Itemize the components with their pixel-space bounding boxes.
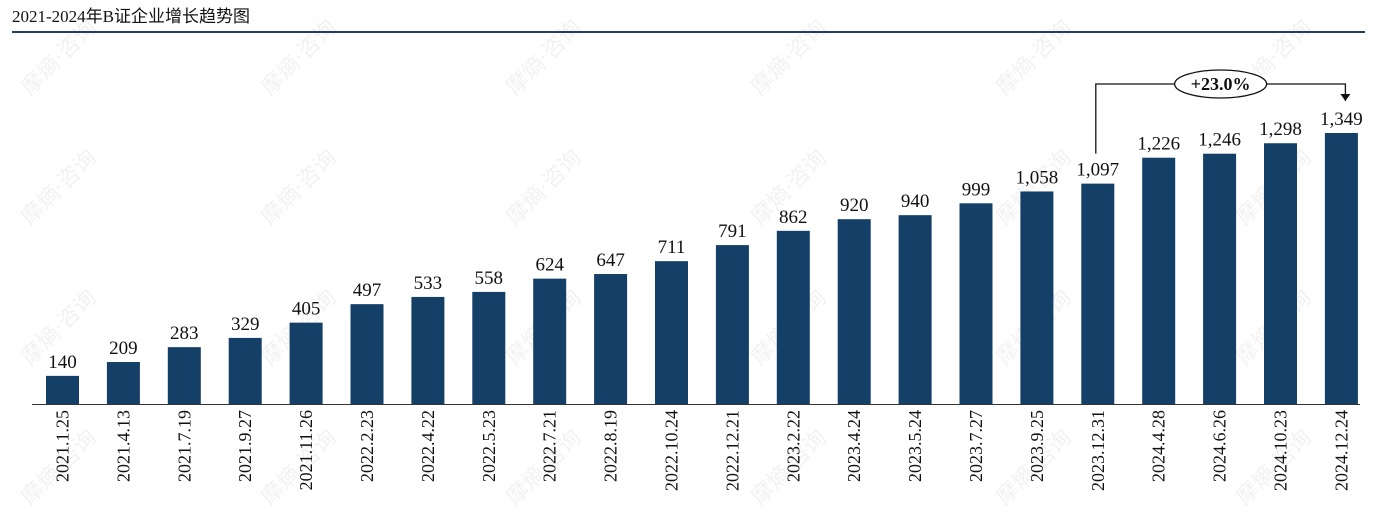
x-tick-label: 2022.7.21 — [540, 410, 560, 482]
data-label: 624 — [535, 255, 564, 276]
x-tick-label: 2024.4.28 — [1149, 410, 1169, 482]
data-label: 1,246 — [1198, 130, 1241, 151]
bar — [1203, 153, 1237, 404]
x-tick-label: 2023.2.22 — [783, 410, 803, 482]
x-tick-label: 2024.6.26 — [1210, 410, 1230, 482]
x-tick-label: 2021.11.26 — [296, 410, 316, 490]
x-tick-label: 2022.5.23 — [479, 410, 499, 482]
bar — [350, 304, 384, 404]
x-tick-label: 2023.12.31 — [1088, 410, 1108, 491]
bar — [1142, 157, 1176, 404]
x-tick-label: 2024.10.23 — [1271, 410, 1291, 491]
data-label: 1,298 — [1259, 119, 1302, 140]
bar — [472, 291, 506, 404]
data-label: 1,349 — [1320, 109, 1363, 130]
data-label: 405 — [292, 299, 321, 320]
chart-title: 2021-2024年B证企业增长趋势图 — [12, 7, 250, 26]
data-label: 999 — [962, 179, 991, 200]
bar — [1324, 133, 1358, 404]
bar — [837, 219, 871, 404]
data-label: 558 — [475, 268, 504, 289]
data-label: 1,097 — [1076, 160, 1119, 181]
data-label: 533 — [414, 273, 443, 294]
x-tick-label: 2023.9.25 — [1027, 410, 1047, 482]
x-tick-label: 2021.1.25 — [53, 410, 73, 482]
growth-annotation: +23.0% — [1095, 69, 1351, 154]
data-label: 329 — [231, 314, 260, 335]
x-tick-label: 2023.7.27 — [966, 410, 986, 482]
bar — [228, 337, 262, 404]
data-label: 497 — [353, 280, 382, 301]
bar — [594, 274, 628, 404]
bars — [46, 133, 1358, 404]
bar — [959, 203, 993, 404]
bar — [898, 215, 932, 404]
bar — [167, 347, 201, 404]
data-label: 1,058 — [1016, 167, 1059, 188]
bar — [1020, 191, 1054, 404]
x-tick-label: 2021.4.13 — [113, 410, 133, 482]
data-label: 140 — [48, 352, 77, 373]
growth-badge — [1173, 69, 1268, 99]
bar — [106, 362, 140, 404]
title-rule — [12, 31, 1365, 33]
data-label: 862 — [779, 207, 808, 228]
data-label: 209 — [109, 338, 138, 359]
data-labels: 140 209 283 329 405 497 533 558 624 647 711 791 862 9… — [48, 109, 1363, 373]
data-label: 920 — [840, 195, 869, 216]
x-tick-label: 2021.9.27 — [235, 410, 255, 482]
bar — [411, 296, 445, 404]
bar — [1081, 183, 1115, 404]
x-tick-label: 2022.4.22 — [418, 410, 438, 482]
bar — [46, 375, 79, 404]
x-tick-label: 2022.10.24 — [662, 410, 682, 491]
data-label: 791 — [718, 221, 747, 242]
x-tick-label: 2023.4.24 — [844, 410, 864, 482]
bar — [776, 230, 810, 404]
x-tick-label: 2022.12.21 — [722, 410, 742, 491]
data-label: 940 — [901, 191, 930, 212]
bar — [289, 322, 323, 404]
growth-label: +23.0% — [1191, 74, 1251, 94]
x-tick-label: 2023.5.24 — [905, 410, 925, 482]
data-label: 647 — [596, 250, 625, 271]
data-label: 711 — [658, 237, 686, 258]
growth-arrowhead — [1340, 94, 1351, 101]
data-label: 283 — [170, 323, 199, 344]
bar — [1264, 143, 1297, 404]
x-tick-label: 2022.8.19 — [601, 410, 621, 482]
bar — [715, 245, 749, 404]
data-label: 1,226 — [1137, 134, 1180, 155]
x-tick-label: 2021.7.19 — [174, 410, 194, 482]
bar — [533, 278, 567, 404]
x-tick-label: 2024.12.24 — [1331, 410, 1351, 491]
x-tick-label: 2022.2.23 — [357, 410, 377, 482]
bar — [655, 261, 688, 404]
x-tick-labels: 2021.1.25 2021.4.13 2021.7.19 2021.9.27 2021… — [53, 410, 1352, 491]
